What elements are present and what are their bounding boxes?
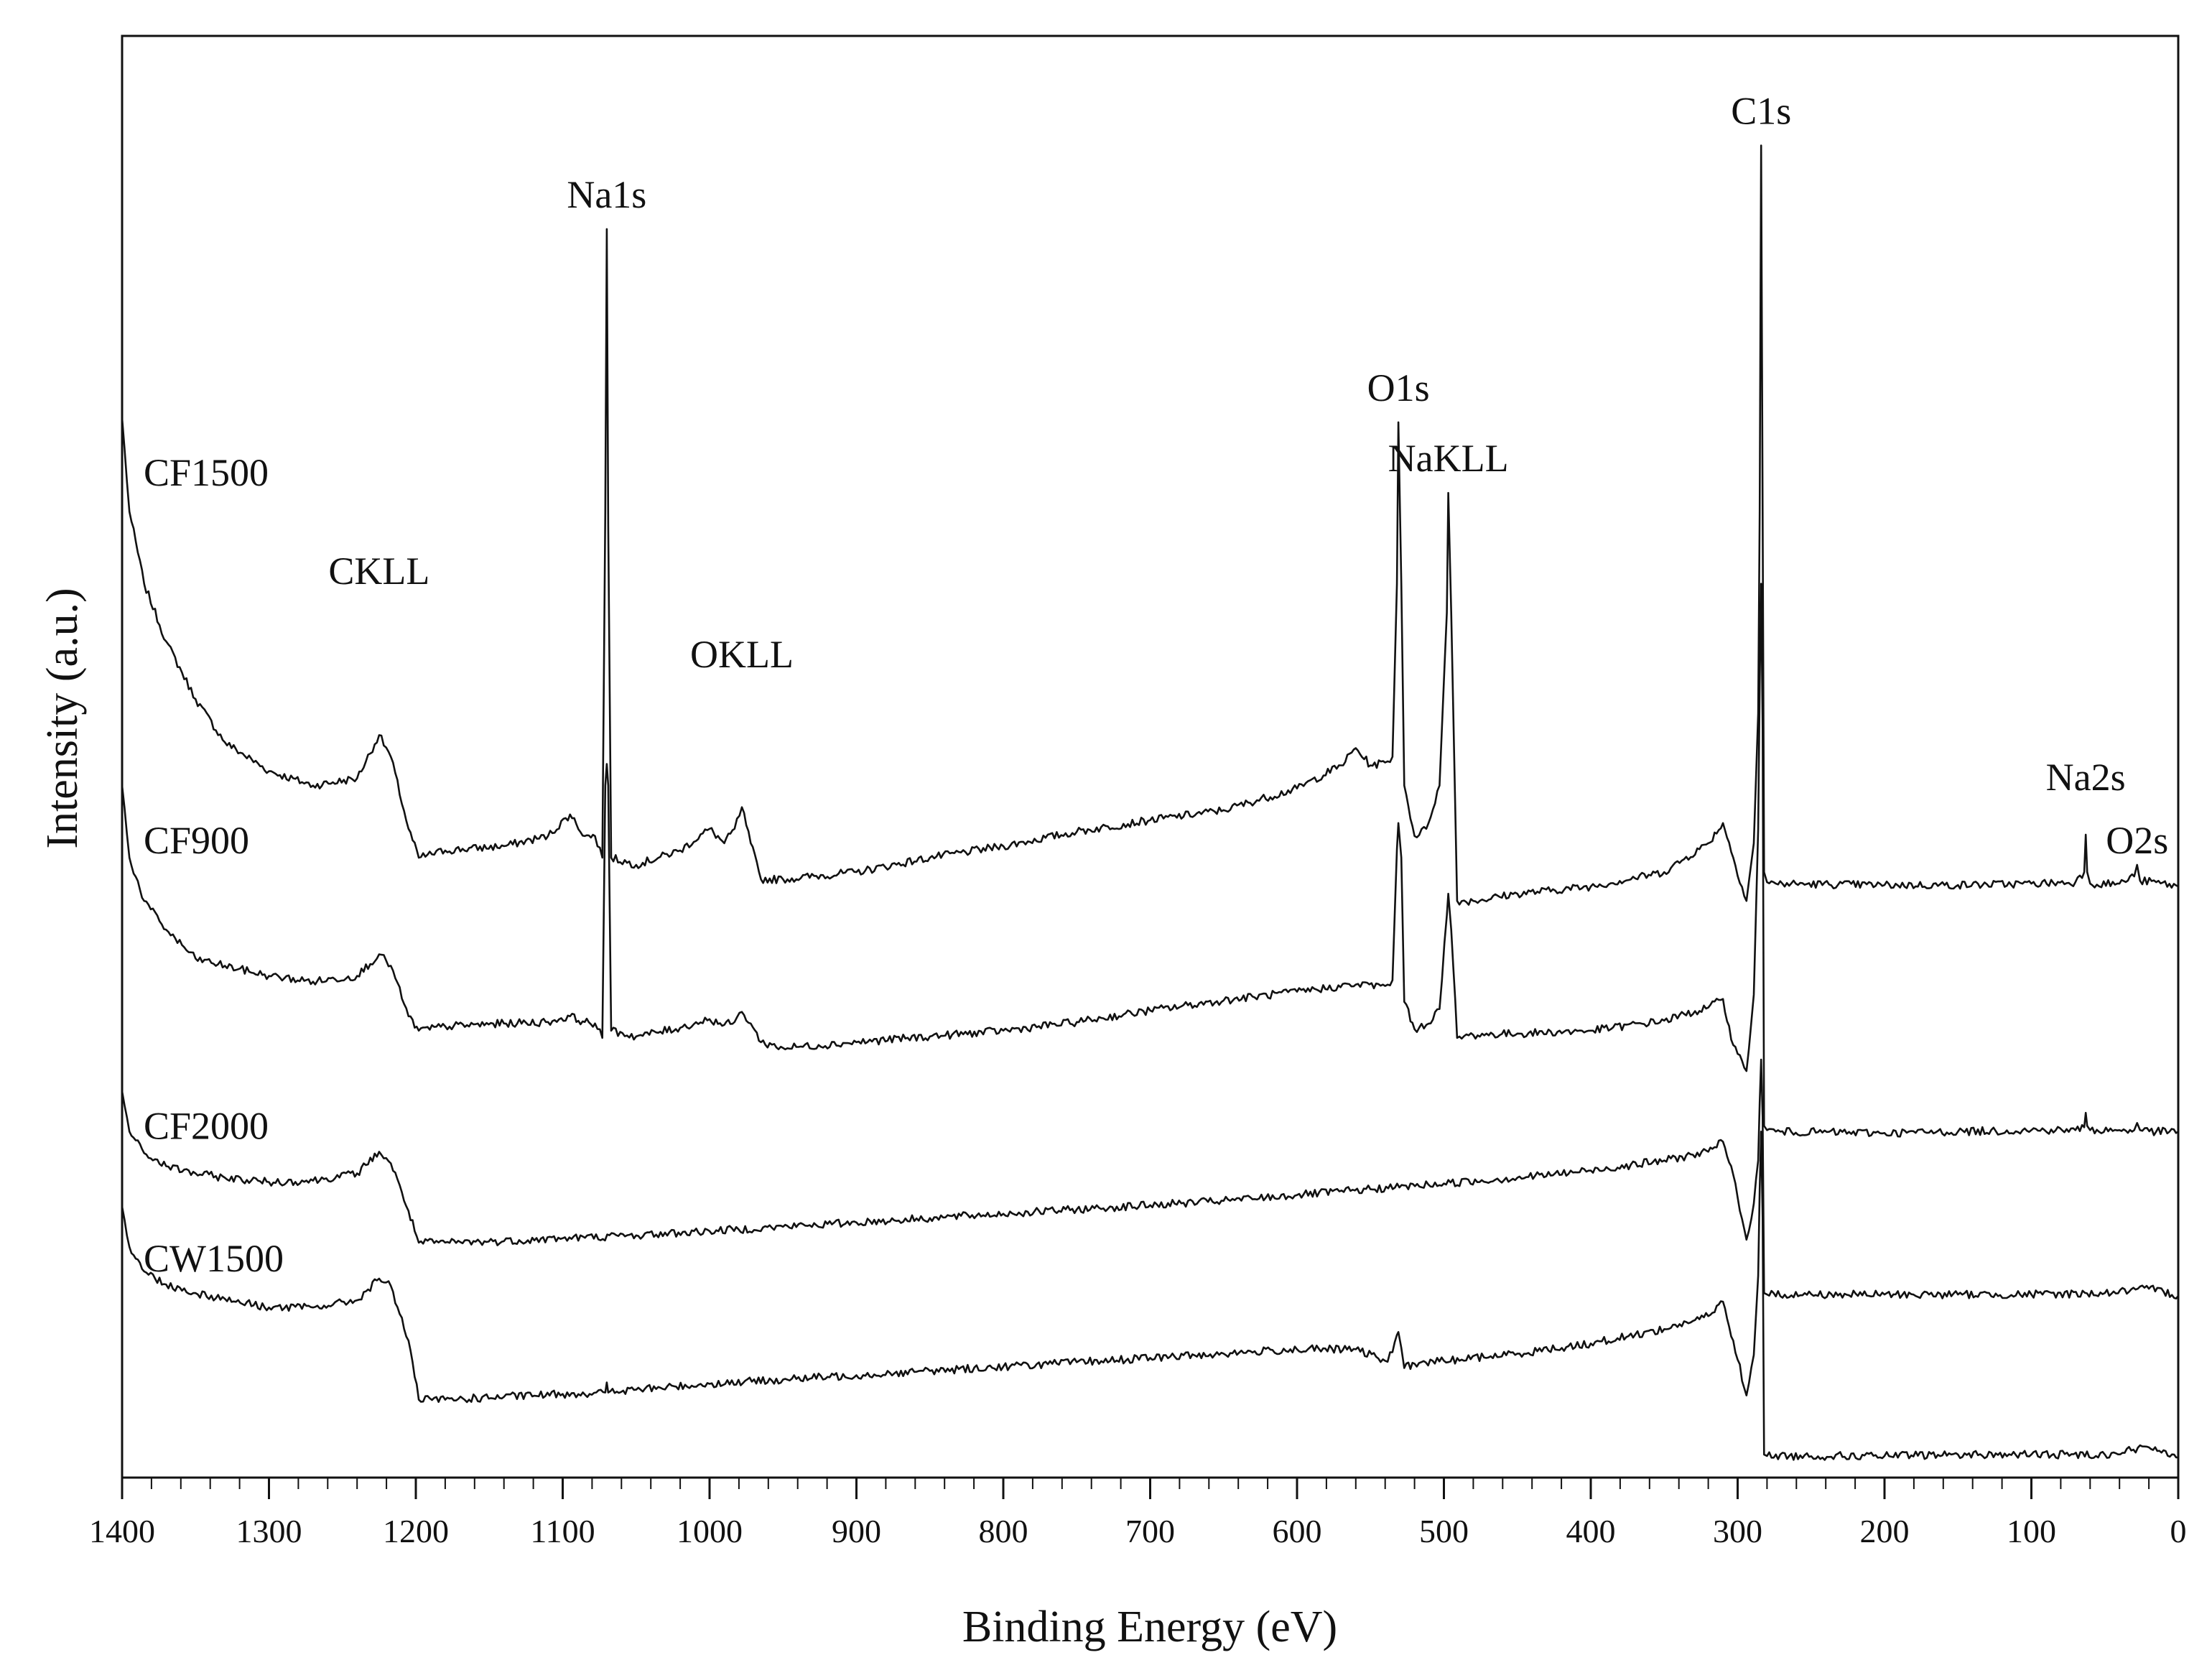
series-label-cf900: CF900 (144, 819, 249, 862)
x-axis-title: Binding Energy (eV) (962, 1603, 1337, 1651)
x-tick-label: 200 (1860, 1513, 1910, 1549)
x-tick-label: 1400 (89, 1513, 155, 1549)
series-label-cf1500: CF1500 (144, 451, 269, 494)
x-tick-label: 700 (1125, 1513, 1175, 1549)
peak-annotations: Na1s C1s O1s NaKLL CKLL OKLL Na2s O2s (328, 90, 2168, 863)
x-tick-label: 300 (1713, 1513, 1762, 1549)
series-label-cw1500: CW1500 (144, 1237, 284, 1280)
plot-area-frame (121, 34, 2180, 1479)
series-labels: CF1500 CF900 CF2000 CW1500 (144, 451, 284, 1280)
series-line-cw1500 (121, 1131, 2179, 1461)
peak-label-okll: OKLL (690, 633, 794, 676)
x-axis-tick-labels: 1400 1300 1200 1100 1000 900 800 700 600 500 400 30… (89, 1513, 2187, 1549)
x-tick-label: 900 (832, 1513, 881, 1549)
x-tick-label: 1300 (236, 1513, 302, 1549)
peak-label-o2s: O2s (2106, 819, 2168, 862)
spectra-lines (121, 144, 2180, 1461)
x-tick-label: 1000 (677, 1513, 743, 1549)
series-line-cf900 (121, 583, 2179, 1138)
x-tick-label: 0 (2170, 1513, 2187, 1549)
x-tick-label: 400 (1566, 1513, 1616, 1549)
peak-label-nakll: NaKLL (1388, 437, 1509, 480)
x-tick-label: 600 (1273, 1513, 1322, 1549)
x-tick-label: 1200 (383, 1513, 449, 1549)
x-tick-label: 500 (1419, 1513, 1469, 1549)
x-axis-ticks (121, 1478, 2180, 1499)
peak-label-na2s: Na2s (2046, 756, 2126, 799)
series-label-cf2000: CF2000 (144, 1104, 269, 1147)
peak-label-na1s: Na1s (567, 173, 646, 216)
peak-label-ckll: CKLL (328, 550, 429, 593)
x-tick-label: 100 (2007, 1513, 2056, 1549)
y-axis-title: Intensity (a.u.) (38, 588, 87, 848)
x-tick-label: 1100 (530, 1513, 595, 1549)
series-line-cf2000 (121, 1058, 2180, 1299)
x-tick-label: 800 (979, 1513, 1028, 1549)
peak-label-o1s: O1s (1367, 366, 1430, 409)
series-line-cf1500 (121, 144, 2179, 906)
peak-label-c1s: C1s (1731, 90, 1791, 133)
